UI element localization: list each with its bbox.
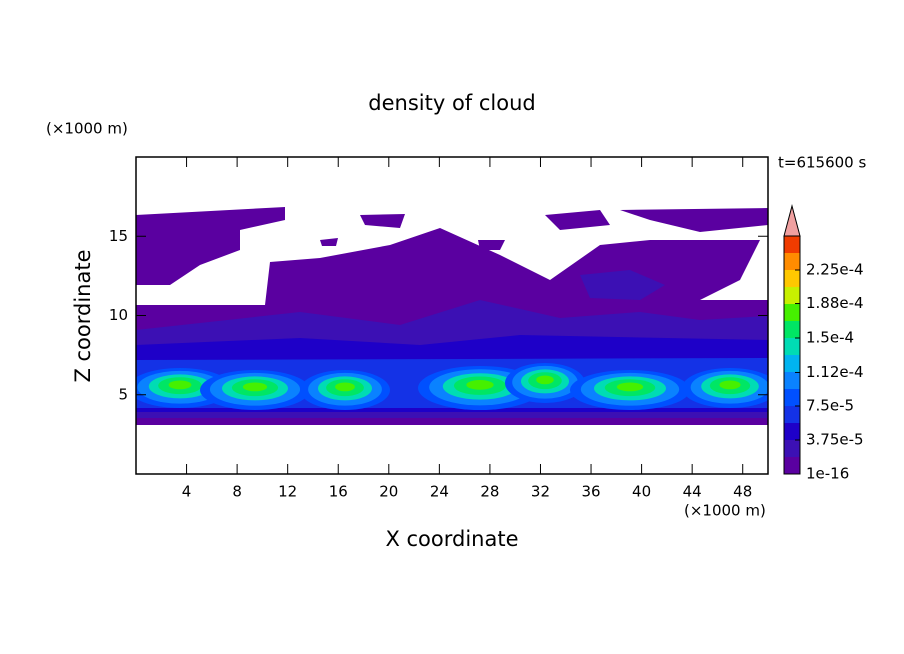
- colorbar-tick-label: 2.25e-4: [806, 261, 864, 279]
- x-tick-label: 32: [531, 483, 550, 501]
- contour-field: [136, 207, 768, 425]
- colorbar-frame: [783, 235, 801, 475]
- colorbar-band: [784, 338, 800, 355]
- colorbar-band: [784, 236, 800, 253]
- contour-fill: [320, 238, 338, 246]
- colorbar-band: [784, 304, 800, 321]
- x-tick-label: 8: [232, 483, 242, 501]
- y-tick-label: 15: [109, 227, 128, 245]
- colorbar-band: [784, 457, 800, 474]
- contour-fill: [616, 382, 644, 392]
- colorbar-band: [784, 287, 800, 304]
- x-tick-label: 12: [278, 483, 297, 501]
- colorbar-band: [784, 270, 800, 287]
- contour-fill: [478, 240, 505, 250]
- x-tick-label: 20: [379, 483, 398, 501]
- x-tick-label: 24: [430, 483, 449, 501]
- colorbar-tick-label: 1e-16: [806, 465, 849, 483]
- contour-fill: [335, 382, 355, 392]
- colorbar-band: [784, 423, 800, 440]
- contour-fill: [466, 380, 494, 390]
- contour-fill: [719, 380, 741, 390]
- colorbar-tick-label: 7.5e-5: [806, 397, 854, 415]
- y-tick-label: 5: [118, 385, 128, 403]
- colorbar-band: [784, 253, 800, 270]
- x-tick-label: 48: [733, 483, 752, 501]
- contour-fill: [242, 382, 268, 392]
- contour-fill: [168, 380, 192, 390]
- y-tick-label: 10: [109, 306, 128, 324]
- colorbar-band: [784, 406, 800, 423]
- colorbar-extend: [783, 204, 801, 237]
- x-tick-label: 4: [182, 483, 192, 501]
- y-axis-label: Z coordinate: [71, 249, 95, 382]
- contour-fill: [360, 214, 405, 228]
- time-label: t=615600 s: [778, 154, 866, 172]
- y-unit: (×1000 m): [46, 120, 128, 138]
- colorbar-band: [784, 389, 800, 406]
- contour-fill: [536, 375, 554, 385]
- x-tick-label: 44: [683, 483, 702, 501]
- x-tick-label: 16: [329, 483, 348, 501]
- colorbar-band: [784, 321, 800, 338]
- contour-fill: [136, 207, 285, 285]
- colorbar-band: [784, 372, 800, 389]
- colorbar-tick-label: 1.5e-4: [806, 329, 854, 347]
- colorbar-band: [784, 355, 800, 372]
- x-unit: (×1000 m): [684, 502, 766, 520]
- contour-fill: [580, 270, 665, 300]
- colorbar-tick-label: 1.88e-4: [806, 294, 864, 312]
- chart-title: density of cloud: [368, 91, 535, 115]
- contour-fill: [620, 208, 768, 232]
- x-tick-label: 36: [581, 483, 600, 501]
- colorbar-tick-label: 3.75e-5: [806, 431, 864, 449]
- x-tick-label: 28: [480, 483, 499, 501]
- contour-fill: [545, 210, 610, 230]
- x-axis-label: X coordinate: [385, 527, 518, 551]
- colorbar-tick-label: 1.12e-4: [806, 363, 864, 381]
- colorbar-band: [784, 440, 800, 457]
- x-tick-label: 40: [632, 483, 651, 501]
